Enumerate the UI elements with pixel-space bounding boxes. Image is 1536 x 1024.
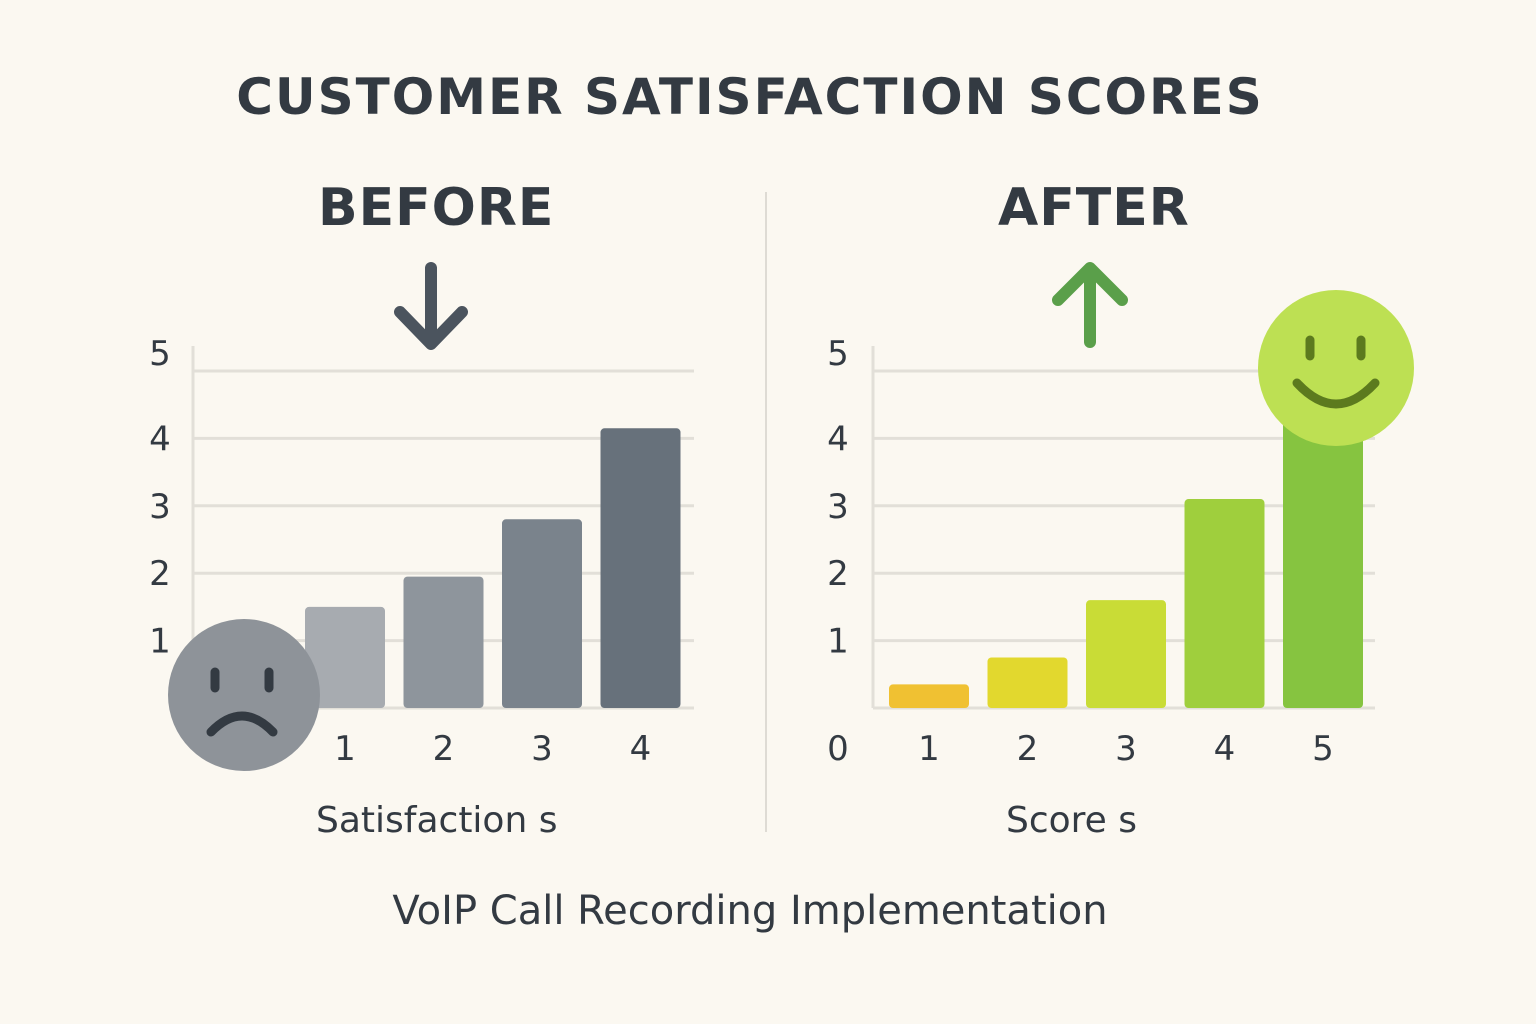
after-x-tick-label: 2 [1017,729,1039,769]
before-y-tick-label: 4 [149,419,171,459]
before-bar [502,519,582,708]
arrow-down-icon [394,262,468,350]
chart-title: CUSTOMER SATISFACTION SCORES [236,68,1264,126]
before-bar [403,576,484,708]
footer-caption: VoIP Call Recording Implementation [392,888,1108,934]
before-x-tick-label: 1 [334,729,356,769]
after-x-tick-label: 3 [1115,729,1137,769]
after-x-tick-label: 1 [918,729,940,769]
after-y-tick-label: 3 [827,487,849,527]
after-y-tick-label: 1 [827,622,849,662]
before-x-axis-label: Satisfaction s [316,800,558,841]
panel-divider [765,192,767,832]
before-bar [600,428,681,708]
before-bar [305,606,385,708]
after-bar [987,657,1068,708]
sad-face-icon [168,619,320,771]
before-y-tick-label: 3 [149,487,171,527]
arrow-up-icon [1052,262,1128,348]
after-bar [1283,418,1363,708]
after-y-tick-label: 5 [827,334,849,374]
before-y-tick-label: 5 [149,334,171,374]
happy-face-icon [1258,290,1414,446]
after-bar [1086,600,1166,708]
after-bar [889,684,969,708]
after-y-tick-label: 4 [827,419,849,459]
before-y-tick-label: 2 [149,554,171,594]
before-panel-title: BEFORE [318,178,555,238]
after-x-tick-label: 5 [1312,729,1334,769]
after-y-tick-label: 2 [827,554,849,594]
after-x-axis-label: Score s [1006,800,1138,841]
after-panel-title: AFTER [998,178,1190,238]
before-x-tick-label: 4 [630,729,652,769]
before-x-tick-label: 3 [531,729,553,769]
after-y-tick-label: 0 [827,729,849,769]
after-bar [1184,499,1265,708]
before-y-tick-label: 1 [149,622,171,662]
after-x-tick-label: 4 [1214,729,1236,769]
before-x-tick-label: 2 [433,729,455,769]
